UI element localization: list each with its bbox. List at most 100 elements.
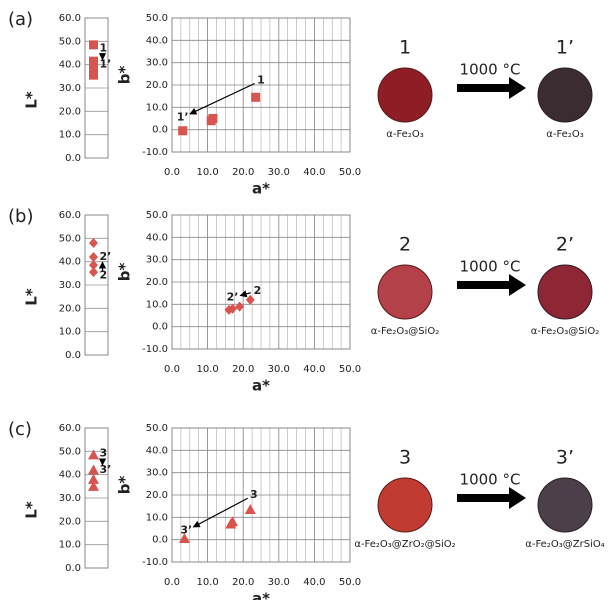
data-point	[88, 464, 99, 475]
data-point	[89, 70, 98, 80]
y-tick-label: 60.0	[59, 423, 81, 434]
x-axis-label: a*	[252, 590, 270, 601]
data-point	[89, 238, 98, 248]
sample-name: α-Fe₂O₃@SiO₂	[371, 326, 439, 337]
y-tick-label: 50.0	[59, 233, 81, 244]
y-tick-label: 20.0	[146, 80, 168, 91]
x-tick-label: 40.0	[303, 167, 325, 178]
y-tick-label: 60.0	[59, 210, 81, 221]
panel-label: (c)	[8, 419, 32, 440]
y-tick-label: 0.0	[65, 563, 81, 574]
plot-frame	[171, 427, 351, 563]
x-tick-label: 20.0	[232, 167, 254, 178]
sample-before	[377, 264, 433, 320]
sample-name: α-Fe₂O₃	[546, 129, 583, 140]
sample-name: α-Fe₂O₃@ZrSiO₄	[525, 539, 604, 550]
x-tick-label: 50.0	[339, 364, 361, 375]
annotation: 1’	[100, 58, 112, 71]
y-tick-label: 60.0	[59, 13, 81, 24]
y-tick-label: 0.0	[65, 350, 81, 361]
sample-label: 2’	[556, 234, 574, 256]
annotation: 1	[100, 41, 108, 54]
y-tick-label: 10.0	[146, 299, 168, 310]
sample-label: 1	[399, 37, 411, 59]
y-tick-label: 20.0	[146, 490, 168, 501]
x-tick-label: 30.0	[268, 577, 290, 588]
condition-label: 1000 °C	[460, 61, 521, 79]
y-tick-label: 20.0	[146, 277, 168, 288]
y-tick-label: 50.0	[146, 13, 168, 24]
sample-after	[537, 264, 593, 320]
annotation: 1	[257, 74, 265, 87]
x-tick-label: 40.0	[303, 364, 325, 375]
data-point	[178, 126, 188, 136]
y-tick-label: 40.0	[59, 470, 81, 481]
annotation: 3’	[180, 524, 192, 537]
y-tick-label: 40.0	[59, 60, 81, 71]
data-point	[224, 304, 234, 315]
data-point	[225, 518, 237, 529]
sample-label: 2	[399, 234, 411, 256]
x-axis-label: a*	[252, 377, 270, 395]
panel-label: (b)	[8, 206, 33, 227]
y-tick-label: 0.0	[152, 125, 168, 136]
y-tick-label: 50.0	[59, 446, 81, 457]
plot-frame	[171, 17, 351, 153]
y-tick-label: 0.0	[65, 153, 81, 164]
annotation: 2	[254, 284, 262, 297]
x-tick-label: 10.0	[196, 364, 218, 375]
y-tick-label: 30.0	[146, 468, 168, 479]
sample-name: α-Fe₂O₃	[386, 129, 423, 140]
annotation: 2’	[100, 250, 112, 263]
process-arrow	[457, 274, 526, 296]
y-axis-label: L*	[23, 91, 41, 109]
x-tick-label: 10.0	[196, 577, 218, 588]
x-tick-label: 10.0	[196, 167, 218, 178]
x-tick-label: 0.0	[164, 577, 180, 588]
data-point	[245, 294, 255, 305]
sample-name: α-Fe₂O₃@ZrO₂@SiO₂	[354, 539, 455, 550]
x-tick-label: 40.0	[303, 577, 325, 588]
sample-label: 3’	[556, 447, 574, 469]
y-axis-label: L*	[23, 501, 41, 519]
sample-label: 3	[399, 447, 411, 469]
x-tick-label: 30.0	[268, 364, 290, 375]
y-tick-label: 20.0	[59, 303, 81, 314]
process-arrow	[457, 487, 526, 509]
plot-frame	[171, 214, 351, 350]
y-tick-label: -10.0	[142, 344, 168, 355]
y-tick-label: 40.0	[146, 35, 168, 46]
annotation: 1’	[177, 110, 189, 123]
sample-before	[377, 67, 433, 123]
x-tick-label: 20.0	[232, 364, 254, 375]
annotation: 2	[100, 269, 108, 282]
y-tick-label: 10.0	[59, 327, 81, 338]
data-point	[251, 92, 261, 102]
data-point	[88, 449, 99, 460]
sample-label: 1’	[556, 37, 574, 59]
data-point	[244, 504, 256, 515]
annotation: 2’	[227, 291, 239, 304]
x-axis-label: a*	[252, 180, 270, 198]
y-tick-label: 40.0	[59, 257, 81, 268]
x-tick-label: 0.0	[164, 364, 180, 375]
annotation-arrow	[192, 497, 248, 528]
y-axis-label: b*	[116, 263, 134, 282]
sample-after	[537, 67, 593, 123]
data-point	[206, 116, 216, 126]
x-tick-label: 20.0	[232, 577, 254, 588]
y-tick-label: 30.0	[59, 280, 81, 291]
y-tick-label: 40.0	[146, 232, 168, 243]
condition-label: 1000 °C	[460, 258, 521, 276]
data-point	[89, 267, 98, 278]
y-tick-label: 10.0	[59, 130, 81, 141]
x-tick-label: 50.0	[339, 167, 361, 178]
y-axis-label: L*	[23, 288, 41, 306]
data-point	[89, 260, 98, 271]
y-axis-label: b*	[116, 66, 134, 85]
sample-name: α-Fe₂O₃@SiO₂	[531, 326, 599, 337]
y-tick-label: 30.0	[146, 58, 168, 69]
y-tick-label: 0.0	[152, 535, 168, 546]
y-tick-label: 40.0	[146, 445, 168, 456]
